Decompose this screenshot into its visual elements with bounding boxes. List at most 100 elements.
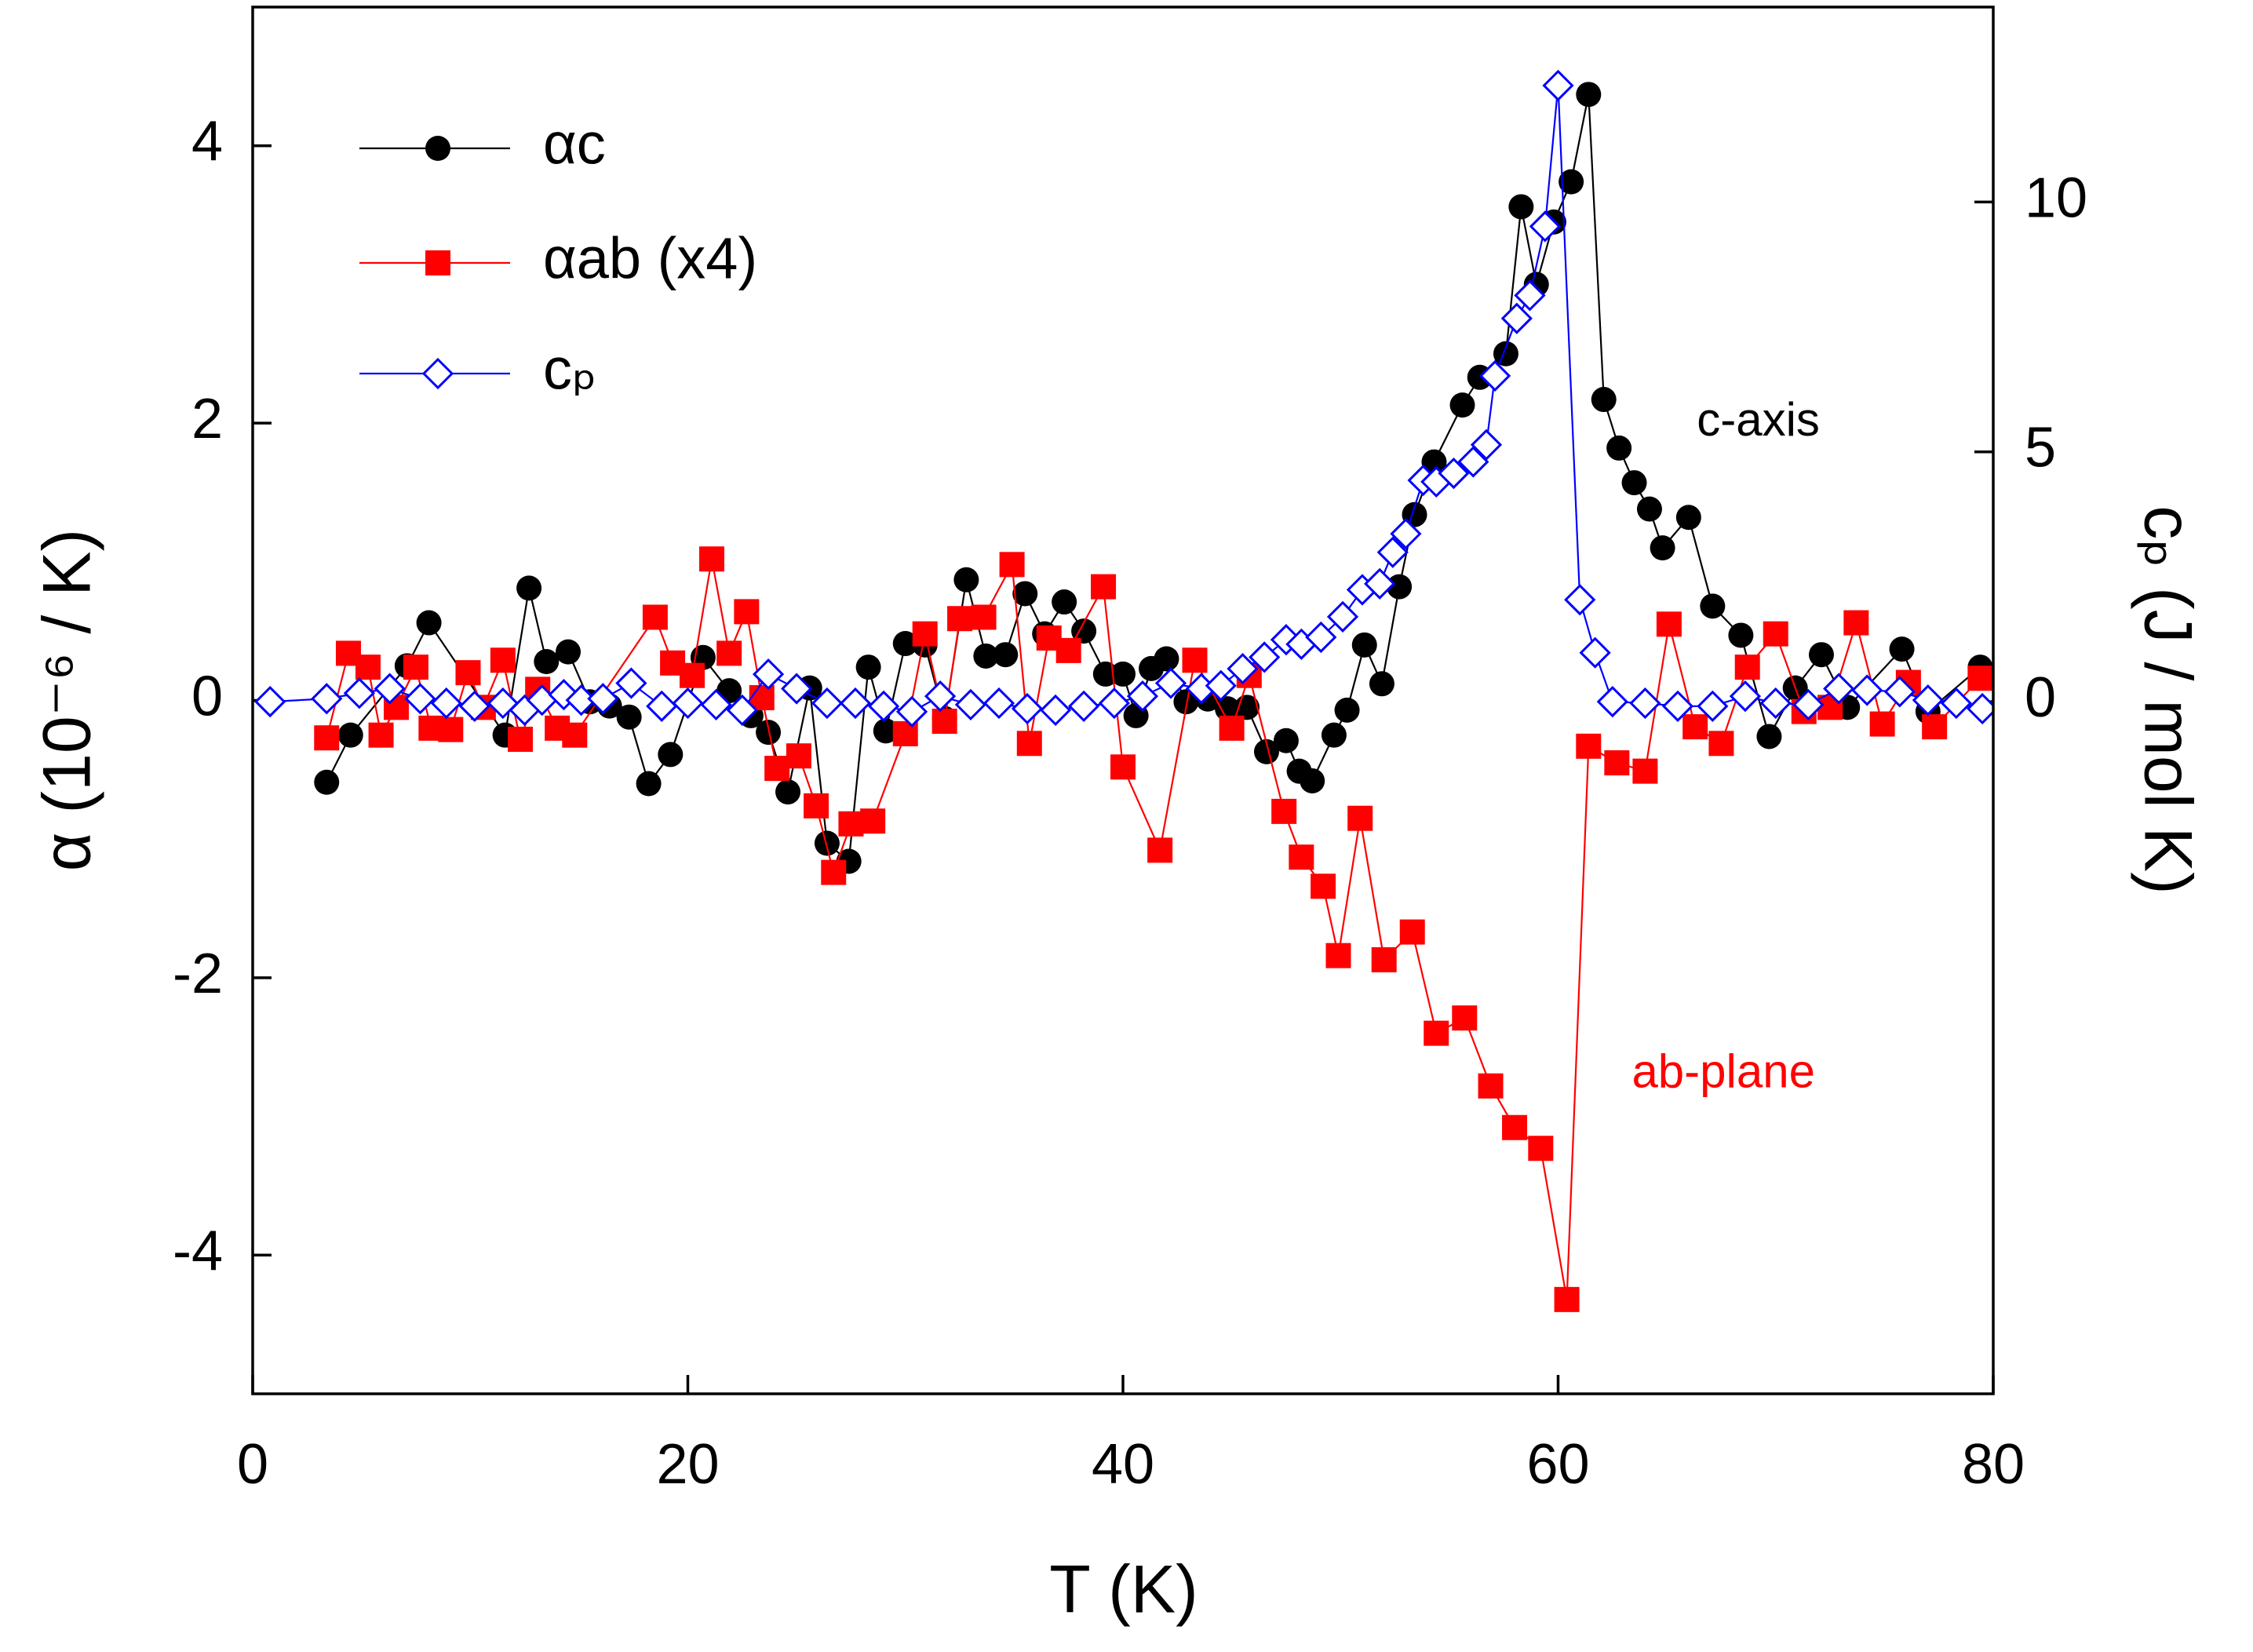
marker — [455, 660, 481, 686]
marker — [1500, 302, 1533, 334]
y2-tick-label: 5 — [2025, 417, 2056, 480]
x-tick-label: 80 — [1962, 1433, 2025, 1496]
marker — [1424, 1020, 1449, 1046]
marker — [1564, 584, 1596, 616]
x-tick-label: 0 — [237, 1433, 268, 1496]
marker — [337, 722, 363, 748]
marker — [1656, 611, 1682, 637]
marker — [1067, 690, 1100, 722]
marker — [1823, 673, 1855, 705]
marker — [355, 655, 381, 680]
marker — [1012, 581, 1038, 607]
marker — [430, 687, 462, 720]
marker — [895, 695, 928, 728]
marker — [1759, 687, 1792, 720]
marker — [646, 690, 678, 722]
marker — [811, 687, 844, 720]
x-axis-label: T (K) — [1049, 1552, 1198, 1628]
marker — [1756, 724, 1782, 749]
marker — [1675, 505, 1701, 531]
marker — [1126, 680, 1159, 713]
marker — [1636, 496, 1662, 522]
marker — [1576, 82, 1602, 108]
marker — [642, 604, 668, 630]
x-tick-label: 60 — [1526, 1433, 1589, 1496]
marker — [458, 690, 490, 722]
marker — [1300, 768, 1325, 793]
marker — [615, 667, 647, 699]
marker — [838, 811, 864, 837]
marker — [416, 610, 442, 636]
y-tick-label: 2 — [191, 388, 223, 450]
x-tick-label: 40 — [1092, 1433, 1154, 1496]
marker — [804, 793, 829, 819]
marker — [1763, 621, 1788, 647]
annotation: ab-plane — [1631, 1045, 1815, 1097]
marker — [1940, 687, 1972, 720]
marker — [1792, 688, 1825, 721]
y2-tick-label: 10 — [2025, 166, 2087, 229]
marker — [1493, 341, 1518, 367]
y-tick-label: -4 — [173, 1220, 223, 1282]
marker — [1399, 919, 1425, 945]
marker — [781, 673, 813, 705]
marker — [839, 687, 872, 720]
marker — [314, 769, 340, 795]
marker — [534, 649, 560, 675]
marker — [1604, 750, 1630, 776]
marker — [1528, 1136, 1554, 1162]
marker — [1457, 446, 1489, 478]
marker — [1728, 622, 1754, 648]
marker — [1273, 728, 1299, 753]
marker — [1554, 1286, 1580, 1312]
marker — [487, 687, 519, 720]
marker — [1449, 392, 1475, 418]
marker — [726, 694, 758, 727]
marker — [343, 677, 375, 709]
marker — [1502, 1114, 1528, 1140]
marker — [1055, 637, 1081, 663]
plot — [254, 69, 1993, 1312]
marker — [752, 658, 785, 691]
marker — [1219, 715, 1245, 741]
marker — [860, 808, 886, 834]
marker — [1321, 722, 1347, 748]
y2-axis-label: cₚ (J / mol K) — [2130, 505, 2205, 895]
marker — [1478, 1073, 1504, 1099]
marker — [1912, 684, 1944, 717]
marker — [1227, 652, 1259, 685]
marker — [1596, 685, 1628, 718]
marker — [953, 567, 979, 593]
marker — [892, 631, 918, 657]
marker — [1438, 457, 1470, 490]
marker — [924, 680, 957, 713]
marker — [438, 717, 464, 742]
marker — [1253, 738, 1279, 764]
marker — [1011, 692, 1044, 725]
marker — [1351, 632, 1377, 658]
marker — [1697, 690, 1729, 722]
legend-label: αab (x4) — [543, 226, 757, 291]
x-tick-label: 20 — [656, 1433, 719, 1496]
marker — [1154, 667, 1187, 699]
marker — [1591, 387, 1617, 413]
marker — [1369, 671, 1394, 697]
marker — [1579, 636, 1611, 669]
marker — [1215, 696, 1241, 722]
marker — [548, 679, 580, 711]
marker — [1576, 733, 1602, 759]
legend-label: αc — [543, 111, 606, 177]
marker — [516, 575, 542, 601]
marker — [821, 859, 847, 885]
marker — [1922, 714, 1948, 740]
marker — [873, 718, 899, 744]
marker — [1289, 844, 1314, 870]
marker — [1305, 621, 1337, 654]
marker — [1470, 428, 1503, 461]
marker — [1387, 574, 1413, 600]
marker — [973, 643, 999, 669]
marker — [1629, 687, 1661, 720]
legend-label: cₚ — [543, 337, 597, 402]
marker — [374, 673, 406, 705]
